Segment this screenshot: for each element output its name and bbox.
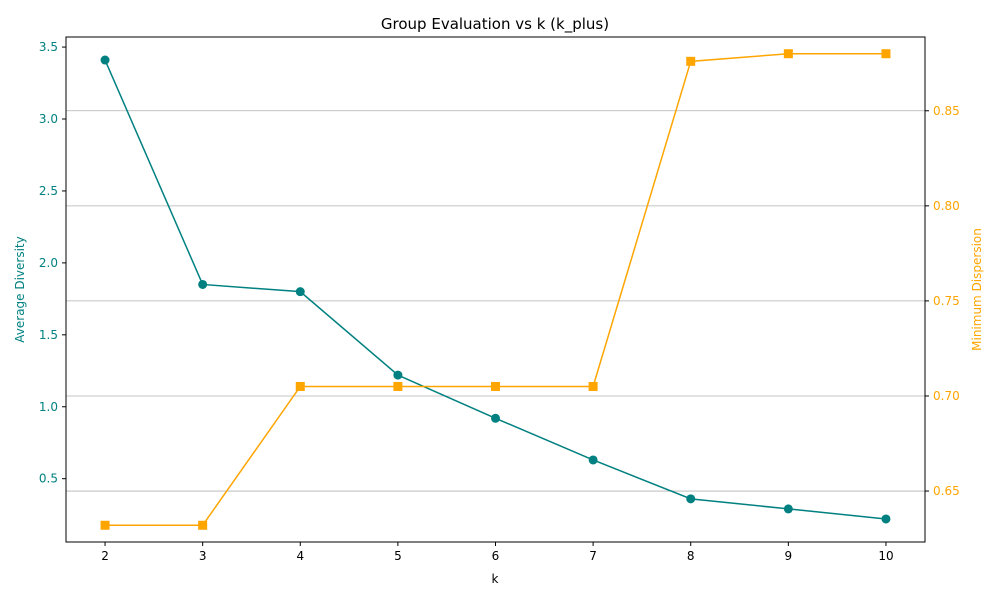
data-point [491,413,500,423]
chart-title: Group Evaluation vs k (k_plus) [381,15,609,34]
data-point [881,49,891,59]
left-y-tick-label: 3.0 [39,112,58,126]
data-point [686,56,696,66]
x-axis: 2 3 4 5 6 7 8 9 10 [101,542,894,563]
left-y-tick-label: 0.5 [39,472,58,486]
right-y-tick-label: 0.75 [933,294,960,308]
data-point [100,55,110,65]
left-y-tick-label: 1.0 [39,400,58,414]
x-tick-label: 8 [687,549,695,563]
x-tick-label: 3 [199,549,207,563]
series-line-2 [105,52,886,527]
x-tick-label: 10 [878,549,893,563]
x-tick-label: 9 [785,549,793,563]
right-y-axis: 0.65 0.70 0.75 0.80 0.85 [925,104,960,498]
left-y-tick-label: 2.5 [39,184,58,198]
data-point [100,520,110,530]
data-point [588,455,598,465]
plot-frame [65,36,926,543]
right-y-axis-label: Minimum Dispersion [970,228,984,351]
x-tick-label: 5 [394,549,402,563]
data-point [295,287,305,297]
left-y-tick-label: 2.0 [39,256,58,270]
data-point [393,370,403,380]
data-point [783,49,793,59]
data-point [881,514,891,524]
series-line-1 [104,59,887,520]
x-axis-label: k [492,572,499,586]
right-y-tick-label: 0.65 [933,484,960,498]
x-tick-label: 2 [101,549,109,563]
data-point [491,381,500,391]
left-y-axis-label: Average Diversity [13,236,27,342]
data-point [198,520,208,530]
data-point [686,494,696,504]
left-y-tick-label: 3.5 [39,40,58,54]
grid-layer [66,110,925,492]
data-point [393,381,403,391]
left-y-axis: 0.5 1.0 1.5 2.0 2.5 3.0 3.5 [39,40,66,486]
right-y-tick-label: 0.70 [933,389,960,403]
x-tick-label: 6 [492,549,500,563]
data-point [783,504,793,514]
x-tick-label: 7 [589,549,597,563]
data-point [295,381,305,391]
right-y-tick-label: 0.80 [933,199,960,213]
x-tick-label: 4 [296,549,304,563]
series-layer [100,49,891,530]
left-y-tick-label: 1.5 [39,328,58,342]
data-point [588,381,598,391]
right-y-tick-label: 0.85 [933,104,960,118]
data-point [198,279,208,289]
